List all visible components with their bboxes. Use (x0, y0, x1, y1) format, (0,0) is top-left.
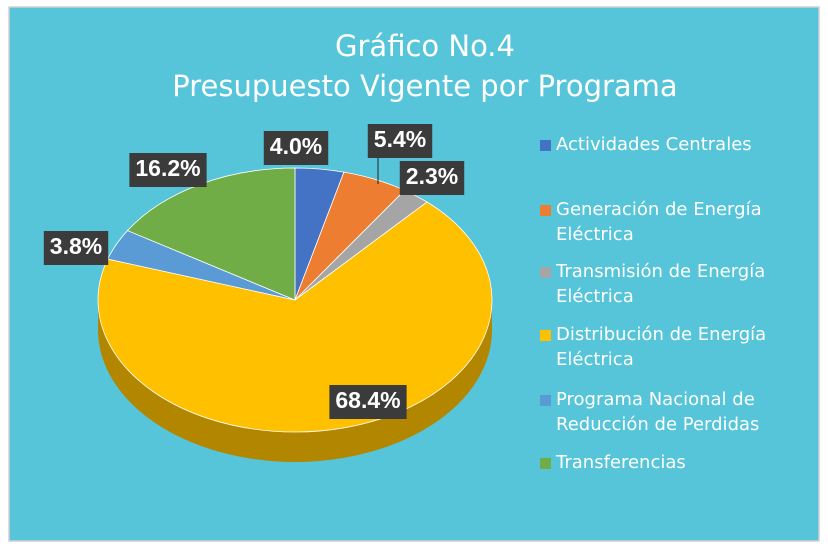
data-label-box (399, 161, 465, 195)
data-label-box (129, 153, 207, 187)
data-label: 5.4% (374, 126, 426, 152)
legend-label: Programa Nacional de Reducción de Perdid… (556, 389, 760, 435)
data-label-box (263, 131, 329, 165)
legend-swatch (540, 330, 551, 341)
legend-label: Actividades Centrales (556, 134, 752, 155)
legend-swatch (540, 458, 551, 469)
data-label: 16.2% (135, 155, 200, 181)
data-label: 68.4% (335, 387, 400, 413)
legend-item: Distribución de Energía Eléctrica (540, 322, 800, 372)
data-label-box (43, 231, 109, 265)
data-label: 4.0% (270, 133, 322, 159)
legend-item: Transferencias (540, 450, 800, 475)
legend-label: Generación de Energía Eléctrica (556, 199, 762, 245)
legend-item: Programa Nacional de Reducción de Perdid… (540, 387, 800, 437)
legend-swatch (540, 395, 551, 406)
legend-swatch (540, 267, 551, 278)
data-label-box (367, 124, 433, 158)
legend-item: Actividades Centrales (540, 132, 800, 157)
slice (97, 201, 493, 433)
data-label: 3.8% (50, 233, 102, 259)
chart-subtitle: Presupuesto Vigente por Programa (172, 69, 677, 103)
legend-label: Transferencias (556, 452, 686, 473)
data-label: 2.3% (406, 163, 458, 189)
data-label-box (329, 385, 407, 419)
slice-side (98, 300, 492, 462)
legend-item: Generación de Energía Eléctrica (540, 197, 800, 247)
legend-label: Transmisión de Energía Eléctrica (556, 261, 766, 307)
chart-title: Gráfico No.4 (335, 29, 515, 63)
legend-swatch (540, 205, 551, 216)
legend-item: Transmisión de Energía Eléctrica (540, 259, 800, 309)
legend-label: Distribución de Energía Eléctrica (556, 324, 767, 370)
legend-swatch (540, 140, 551, 151)
